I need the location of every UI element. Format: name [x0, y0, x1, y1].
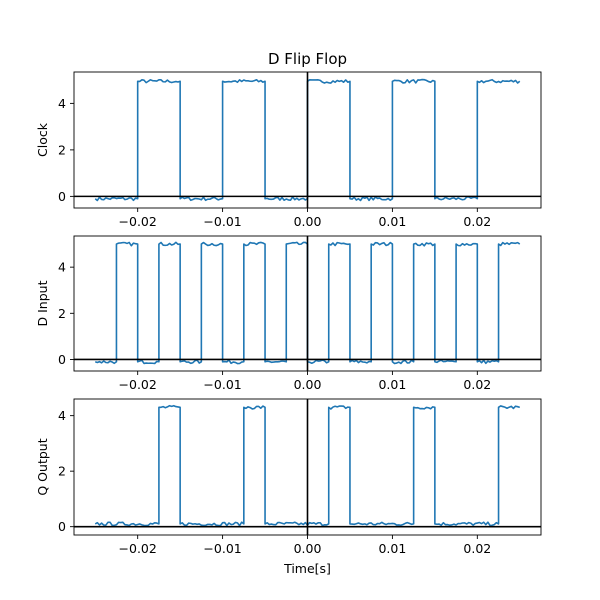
- y-tick-label: 2: [58, 306, 66, 321]
- x-tick-label: 0.00: [294, 214, 322, 229]
- y-tick-label: 0: [58, 519, 66, 534]
- x-tick-label: 0.02: [463, 541, 491, 556]
- y-tick-label: 4: [58, 96, 66, 111]
- x-tick-label: −0.01: [203, 214, 241, 229]
- chart-title: D Flip Flop: [268, 50, 347, 68]
- signal-trace: [94, 404, 521, 527]
- subplots: −0.02 −0.01 0.00 0.01 0.02 0 2 4 Clock −0.02 −0.01…: [35, 71, 542, 556]
- x-tick-label: 0.01: [378, 214, 406, 229]
- y-tick-label: 0: [58, 352, 66, 367]
- x-tick-label: 0.01: [378, 541, 406, 556]
- x-tick-label: −0.01: [203, 377, 241, 392]
- x-tick-label: −0.02: [119, 214, 157, 229]
- y-axis-label: Q Output: [35, 438, 50, 495]
- y-tick-label: 4: [58, 260, 66, 275]
- subplot-1: −0.02 −0.01 0.00 0.01 0.02 0 2 4 Clock: [35, 71, 542, 229]
- y-tick-label: 0: [58, 189, 66, 204]
- x-tick-label: −0.01: [203, 541, 241, 556]
- y-axis-label: Clock: [35, 122, 50, 157]
- x-axis-label: Time[s]: [283, 561, 331, 576]
- x-tick-label: −0.02: [119, 377, 157, 392]
- x-tick-label: −0.02: [119, 541, 157, 556]
- x-tick-label: 0.01: [378, 377, 406, 392]
- x-tick-label: 0.00: [294, 541, 322, 556]
- y-tick-label: 2: [58, 142, 66, 157]
- subplot-2: −0.02 −0.01 0.00 0.01 0.02 0 2 4 D Input: [35, 235, 542, 392]
- x-tick-label: 0.00: [294, 377, 322, 392]
- x-tick-label: 0.02: [463, 377, 491, 392]
- x-tick-label: 0.02: [463, 214, 491, 229]
- subplot-3: −0.02 −0.01 0.00 0.01 0.02 0 2 4 Q Output: [35, 398, 542, 556]
- y-tick-label: 4: [58, 408, 66, 423]
- y-tick-label: 2: [58, 464, 66, 479]
- y-axis-label: D Input: [35, 280, 50, 326]
